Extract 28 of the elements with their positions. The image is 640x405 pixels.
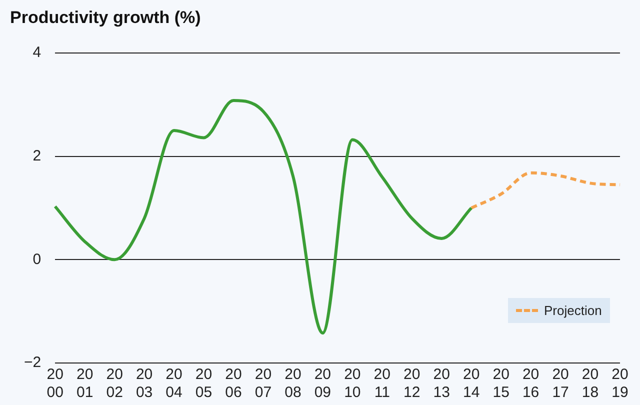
x-tick-label: 2014	[463, 366, 480, 402]
x-tick-label: 2019	[612, 366, 628, 402]
y-tick-label: 4	[32, 44, 42, 62]
x-tick-label: 2007	[254, 366, 272, 402]
x-tick-label: 2003	[136, 366, 153, 402]
x-tick-label: 2013	[433, 366, 450, 402]
x-tick-label: 2000	[46, 366, 64, 402]
x-tick-label: 2001	[76, 366, 94, 402]
x-tick-label: 2002	[106, 366, 123, 402]
chart-title: Productivity growth (%)	[10, 8, 201, 28]
x-tick-label: 2010	[344, 366, 361, 402]
y-tick-label: 2	[32, 147, 42, 164]
x-tick-label: 2006	[225, 366, 242, 402]
y-tick-label: −2	[24, 354, 42, 372]
x-tick-label: 2008	[284, 366, 302, 402]
line-series	[54, 99, 473, 335]
legend-label: Projection	[544, 303, 602, 318]
y-tick-label: 0	[32, 250, 42, 268]
x-tick-label: 2011	[374, 366, 390, 402]
x-tick-label: 2005	[195, 366, 212, 402]
line-series	[470, 171, 622, 210]
x-tick-label: 2018	[582, 366, 599, 402]
x-tick-label: 2017	[552, 366, 569, 402]
x-tick-label: 2004	[166, 366, 182, 402]
x-tick-label: 2015	[492, 366, 510, 402]
x-tick-label: 2016	[522, 366, 540, 402]
x-tick-label: 2012	[404, 366, 420, 402]
x-tick-label: 2009	[314, 366, 332, 402]
